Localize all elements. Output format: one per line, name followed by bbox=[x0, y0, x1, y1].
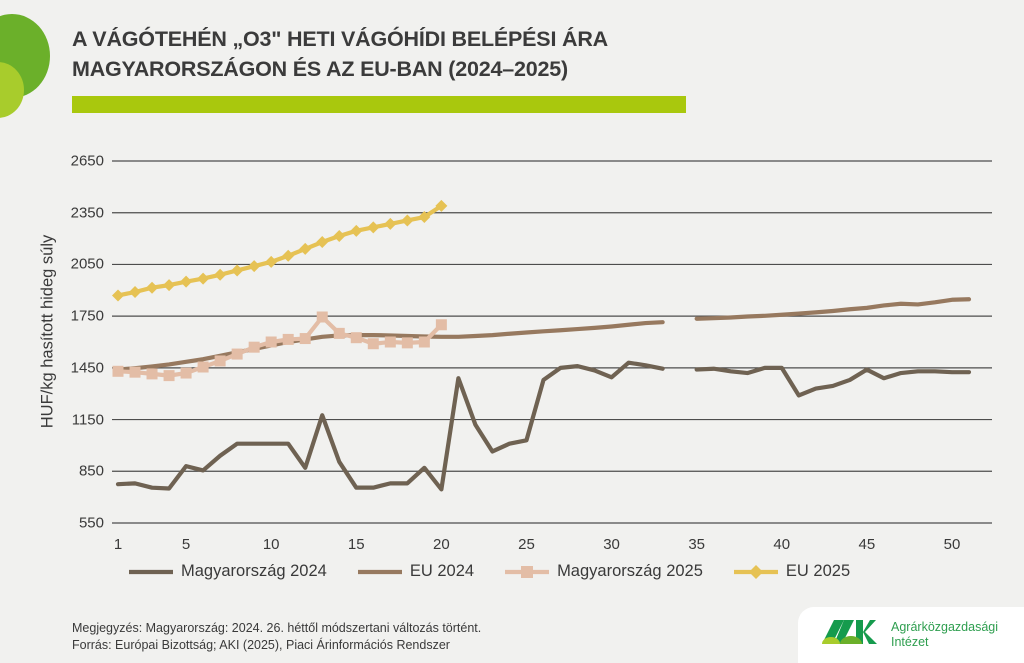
page-title: A VÁGÓTEHÉN „O3" HETI VÁGÓHÍDI BELÉPÉSI … bbox=[72, 27, 608, 81]
chart-container: HUF/kg hasított hideg súly 2650 2350 2050 1… bbox=[0, 140, 1024, 540]
aki-logo: Agrárközgazdasági Intézet bbox=[798, 607, 1024, 663]
series-marker bbox=[231, 348, 243, 360]
series-marker bbox=[316, 236, 329, 249]
x-tick-label: 20 bbox=[433, 536, 450, 553]
y-tick-label: 2050 bbox=[70, 255, 104, 273]
legend-item-3[interactable]: EU 2025 bbox=[733, 562, 850, 581]
series-marker bbox=[231, 264, 244, 277]
series-marker bbox=[384, 336, 396, 348]
series-line bbox=[115, 320, 665, 372]
x-tick-label: 25 bbox=[518, 536, 535, 553]
legend-label: EU 2024 bbox=[409, 562, 475, 580]
plot-area bbox=[112, 140, 992, 540]
legend-item-0[interactable]: Magyarország 2024 bbox=[128, 562, 327, 581]
series-marker bbox=[129, 366, 141, 378]
series-magyarorsz-g-2024 bbox=[115, 360, 972, 492]
legend-item-1[interactable]: EU 2024 bbox=[357, 562, 474, 581]
series-marker bbox=[418, 336, 430, 348]
series-marker bbox=[418, 211, 431, 224]
series-marker bbox=[435, 199, 448, 212]
series-marker bbox=[367, 338, 379, 350]
series-marker bbox=[146, 368, 158, 380]
series-marker bbox=[265, 255, 278, 268]
series-marker bbox=[248, 260, 261, 273]
series-marker bbox=[333, 327, 345, 339]
series-marker bbox=[401, 337, 413, 349]
series-line bbox=[694, 297, 972, 321]
series-marker bbox=[129, 286, 142, 299]
x-tick-label: 5 bbox=[181, 536, 191, 553]
series-marker bbox=[316, 311, 328, 323]
x-tick-label: 50 bbox=[943, 536, 961, 553]
y-tick-label: 1150 bbox=[71, 411, 104, 429]
series-line bbox=[115, 360, 665, 492]
x-axis-ticks: 1 5 10 15 20 25 30 35 40 45 50 bbox=[112, 536, 992, 558]
series-marker bbox=[384, 217, 397, 230]
series-eu-2024 bbox=[115, 297, 972, 372]
series-marker bbox=[265, 336, 277, 348]
y-axis-ticks: 2650 2350 2050 1750 1450 1150 850 550 bbox=[38, 140, 104, 540]
series-marker bbox=[282, 249, 295, 262]
x-tick-label: 10 bbox=[262, 536, 280, 553]
y-tick-label: 2650 bbox=[70, 152, 104, 170]
title-underline-bar bbox=[72, 96, 686, 113]
series-marker bbox=[112, 365, 124, 377]
source-line: Forrás: Európai Bizottság; AKI (2025), P… bbox=[72, 638, 450, 652]
legend-label: Magyarország 2024 bbox=[181, 562, 327, 580]
series-marker bbox=[282, 333, 294, 345]
series-marker bbox=[299, 242, 312, 255]
y-tick-label: 850 bbox=[78, 462, 104, 480]
series-marker bbox=[435, 319, 447, 331]
x-tick-label: 35 bbox=[688, 536, 705, 553]
note-line: Megjegyzés: Magyarország: 2024. 26. hétt… bbox=[72, 621, 482, 635]
plot-svg bbox=[112, 160, 992, 524]
legend-item-2[interactable]: Magyarország 2025 bbox=[504, 562, 703, 581]
series-marker bbox=[350, 224, 363, 237]
x-tick-label: 15 bbox=[347, 536, 365, 553]
series-marker bbox=[180, 275, 193, 288]
series-marker bbox=[197, 361, 209, 373]
legend-swatch-icon bbox=[733, 564, 778, 579]
series-marker bbox=[299, 333, 311, 345]
series-marker bbox=[112, 289, 124, 302]
y-tick-label: 1750 bbox=[70, 307, 104, 325]
legend-swatch-icon bbox=[505, 565, 550, 578]
series-marker bbox=[248, 341, 260, 353]
y-tick-label: 550 bbox=[78, 514, 104, 532]
footnotes: Megjegyzés: Magyarország: 2024. 26. hétt… bbox=[72, 620, 481, 654]
chart-legend: Magyarország 2024 EU 2024 Magyarország 202… bbox=[128, 562, 850, 581]
x-tick-label: 30 bbox=[603, 536, 620, 553]
series-marker bbox=[367, 221, 380, 234]
aki-logo-mark bbox=[820, 616, 882, 655]
series-marker bbox=[401, 214, 414, 227]
series-marker bbox=[180, 367, 192, 379]
y-tick-label: 2350 bbox=[70, 204, 104, 222]
series-magyarorsz-g-2025 bbox=[112, 311, 447, 382]
x-tick-label: 40 bbox=[773, 536, 791, 553]
series-marker bbox=[350, 332, 362, 344]
series-marker bbox=[163, 370, 175, 382]
series-marker bbox=[146, 281, 159, 294]
series-eu-2025 bbox=[112, 199, 448, 302]
series-marker bbox=[214, 355, 226, 367]
legend-label: Magyarország 2025 bbox=[557, 562, 703, 580]
series-marker bbox=[163, 279, 176, 292]
aki-logo-text: Agrárközgazdasági Intézet bbox=[891, 620, 999, 649]
series-marker bbox=[197, 272, 210, 285]
x-tick-label: 1 bbox=[113, 536, 123, 553]
legend-label: EU 2025 bbox=[785, 562, 851, 580]
header: A VÁGÓTEHÉN „O3" HETI VÁGÓHÍDI BELÉPÉSI … bbox=[72, 24, 932, 113]
series-marker bbox=[333, 229, 346, 242]
x-tick-label: 45 bbox=[858, 536, 876, 553]
legend-swatch-icon bbox=[357, 569, 402, 574]
y-tick-label: 1450 bbox=[70, 359, 104, 377]
series-line bbox=[694, 365, 972, 398]
legend-swatch-icon bbox=[129, 569, 173, 574]
series-marker bbox=[214, 268, 227, 281]
